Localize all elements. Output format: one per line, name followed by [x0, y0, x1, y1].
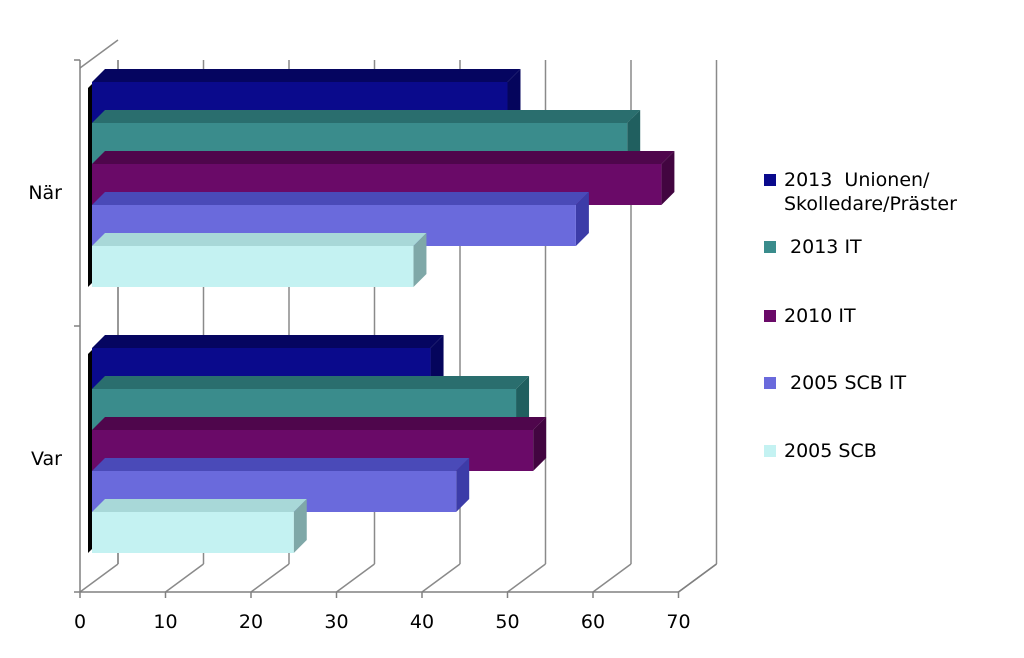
bar-side: [533, 417, 547, 471]
x-tick-label: 0: [74, 611, 86, 633]
bar-top: [92, 499, 307, 512]
floor-line: [250, 563, 290, 593]
bar-side: [413, 233, 427, 287]
legend-label: 2010 IT: [784, 305, 856, 327]
floor-line: [336, 563, 375, 593]
legend-swatch: [764, 445, 776, 457]
legend-swatch: [764, 377, 776, 389]
bar-top: [92, 151, 675, 164]
x-tick-label: 70: [666, 611, 690, 633]
legend-item: 2010 IT: [764, 304, 856, 328]
bar-side: [516, 376, 530, 430]
bar: [92, 246, 414, 287]
legend-swatch: [764, 174, 776, 186]
legend-item: 2013 IT: [764, 235, 862, 259]
x-tick-label: 50: [495, 611, 519, 633]
legend-swatch: [764, 241, 776, 253]
chart-floor: [79, 563, 717, 593]
bar-side: [661, 151, 675, 205]
legend-label: 2013 IT: [784, 236, 862, 258]
bar-top: [92, 458, 470, 471]
floor-line: [79, 563, 119, 593]
bar-top: [92, 233, 427, 246]
bar-top: [92, 376, 530, 389]
bar: [92, 512, 294, 553]
bar-side: [293, 499, 307, 553]
legend-item: 2005 SCB: [764, 439, 877, 463]
bars: [88, 69, 675, 553]
bar-top: [92, 69, 521, 82]
bar-top: [92, 192, 589, 205]
category-label: När: [28, 182, 62, 204]
bar-side: [456, 458, 470, 512]
legend-label: 2005 SCB IT: [784, 372, 907, 394]
legend-item: 2005 SCB IT: [764, 371, 906, 395]
bar-side: [627, 110, 641, 164]
x-tick-label: 30: [324, 611, 348, 633]
bar-side: [430, 335, 444, 389]
legend-label: 2013 Unionen/ Skolledare/Präster: [784, 169, 957, 215]
bar-top: [92, 335, 444, 348]
floor-line: [507, 563, 546, 593]
legend-item: 2013 Unionen/ Skolledare/Präster: [764, 168, 957, 216]
floor-line: [421, 563, 461, 593]
legend-swatch: [764, 310, 776, 322]
axes: [74, 59, 717, 598]
bar-top: [92, 110, 641, 123]
left-wall-top: [79, 39, 119, 69]
x-tick-label: 40: [410, 611, 434, 633]
bar-side: [507, 69, 521, 123]
category-label: Var: [31, 448, 62, 470]
floor-line: [592, 563, 632, 593]
x-tick-label: 60: [581, 611, 605, 633]
category-labels: När Var: [28, 182, 62, 470]
x-tick-label: 10: [153, 611, 177, 633]
x-tick-label: 20: [239, 611, 263, 633]
bar-top: [92, 417, 547, 430]
bar-side: [575, 192, 589, 246]
floor-edge: [678, 563, 717, 593]
tick-labels: 0 10 20 30 40 50 60 70: [74, 611, 691, 633]
floor-line: [165, 563, 204, 593]
legend-label: 2005 SCB: [784, 440, 877, 462]
